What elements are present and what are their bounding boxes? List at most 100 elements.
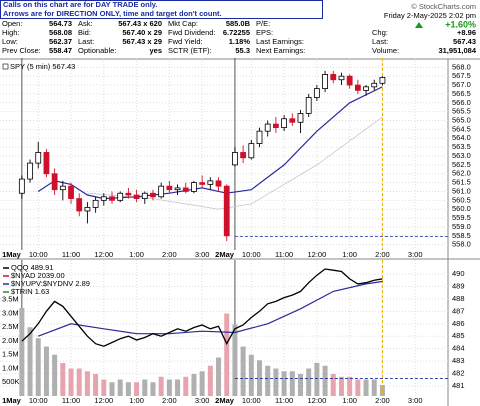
volume-tick-label: 500K [2,377,20,386]
x-tick-label: 11:00 [62,250,80,259]
candle-body [248,143,255,159]
stat-value: +8.96 [457,28,476,37]
quote-label: SCTR (ETF): [168,46,212,55]
candle-body [18,178,25,194]
volume-tick-label: 3.0M [2,308,19,317]
quote-label: Optionable: [78,46,116,55]
quote-value: 568.08 [49,28,72,37]
stat-label: Last: [372,37,388,46]
volume-bar [125,382,131,396]
candle-body [68,185,74,199]
candle-body [354,84,361,91]
x-tick-label: 3:00 [408,250,423,259]
candle-body [223,185,230,237]
quote-value: 567.40 x 29 [122,28,162,37]
candle-body [330,74,337,81]
quote-label: Low: [2,37,18,46]
y-tick-label: 561.5 [452,178,471,187]
y-tick-label: 563.5 [452,142,471,151]
candle-body [166,185,173,191]
y-tick-label: 489 [452,281,465,290]
volume-bar [355,379,361,396]
quote-value: 6.72255 [223,28,250,37]
volume-bar [199,371,205,396]
quote-label: Fwd Yield: [168,37,203,46]
x-tick-label: 10:00 [29,396,48,405]
legend-swatch [2,63,9,70]
volume-bar [330,374,336,396]
candle-body [158,185,165,198]
candle-body [182,187,189,192]
x-tick-label: 3:00 [195,250,210,259]
candle-body [109,196,115,201]
volume-bar [43,346,49,396]
volume-bar [371,379,377,396]
volume-bar [52,354,58,396]
volume-bar [134,382,140,396]
volume-bar [338,376,344,396]
notice-box [0,0,323,19]
volume-bar [35,338,41,396]
y-tick-label: 488 [452,294,465,303]
quote-label: Ask: [78,19,93,28]
y-tick-label: 567.5 [452,71,471,80]
candle-body [346,75,353,86]
quote-label: Prev Close: [2,46,41,55]
volume-tick-label: 3.5M [2,295,19,304]
candle-body [322,74,328,90]
quote-label: High: [2,28,20,37]
y-tick-label: 483 [452,356,465,365]
quote-value: 567.43 x 29 [122,37,162,46]
y-tick-label: 565.0 [452,116,471,125]
candle-body [256,130,263,144]
moving-average [37,280,383,337]
stat-value: 567.43 [453,37,476,46]
candle-body [92,199,99,208]
volume-tick-label: 2.0M [2,336,19,345]
y-tick-label: 565.5 [452,107,471,116]
candle-body [215,180,222,187]
x-tick-label: 1May [2,250,22,259]
candle-body [338,75,345,81]
volume-bar [117,379,123,396]
volume-bar [76,368,82,396]
volume-bar [109,382,115,396]
y-tick-label: 564.0 [452,133,471,142]
legend-entry: QQQ 489.91 [11,263,54,272]
candle-body [76,198,83,212]
x-tick-label: 11:00 [62,396,80,405]
volume-bar [216,357,222,396]
quote-value: yes [149,46,162,55]
legend-entry: SPY (5 min) 567.43 [10,62,75,71]
volume-bar [314,363,320,396]
candle-body [371,82,378,88]
candle-body [363,86,369,91]
candle-body [232,152,238,166]
x-tick-label: 2:00 [375,396,390,405]
x-tick-label: 11:00 [275,250,293,259]
y-tick-label: 482 [452,369,465,378]
x-tick-label: 1May [2,396,22,405]
x-tick-label: 1:00 [342,250,357,259]
candle-body [305,97,312,114]
quote-label: Last: [78,37,94,46]
change-pct: +1.60% [445,19,476,29]
candle-body [379,77,386,84]
candle-body [125,192,132,196]
volume-bar [175,379,181,396]
y-tick-label: 559.5 [452,213,471,222]
candle-body [207,180,214,185]
volume-bar [257,360,263,396]
candle-body [117,192,124,201]
quote-label: EPS: [256,28,273,37]
stat-label: Chg: [372,28,388,37]
volume-bar [93,374,99,396]
y-tick-label: 566.5 [452,89,471,98]
volume-bar [183,376,189,396]
quote-value: 562.37 [49,37,72,46]
y-tick-label: 487 [452,306,465,315]
y-tick-label: 568.0 [452,62,471,71]
volume-bar [191,374,197,396]
notice-line: Calls on this chart are for DAY TRADE on… [3,0,157,9]
candle-body [27,162,33,180]
